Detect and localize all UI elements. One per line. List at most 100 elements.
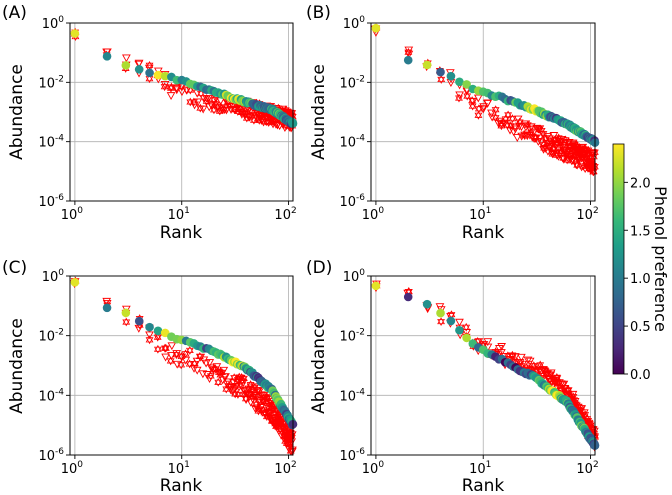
panel-c-observed-series <box>70 277 298 430</box>
y-tick-label: 10-4 <box>339 134 365 151</box>
y-tick-label: 100 <box>343 15 366 32</box>
model-point <box>275 411 284 420</box>
model-point <box>559 380 569 389</box>
model-point <box>585 419 594 428</box>
model-point <box>522 132 532 141</box>
model-point <box>516 353 526 362</box>
model-point <box>517 123 526 132</box>
observed-point <box>153 70 163 80</box>
model-point <box>190 101 199 110</box>
y-tick-label: 100 <box>42 268 65 285</box>
model-point <box>583 150 593 159</box>
panel-a-ylabel: Abundance <box>7 64 27 160</box>
model-point <box>185 359 194 369</box>
y-tick-label: 10-6 <box>38 447 64 464</box>
model-point <box>122 317 131 327</box>
model-point <box>483 338 493 347</box>
model-point <box>161 343 170 353</box>
model-point <box>508 114 517 124</box>
x-tick-label: 102 <box>576 460 598 477</box>
model-point <box>505 126 515 135</box>
model-point <box>265 410 275 419</box>
y-tick-label: 10-2 <box>339 74 365 91</box>
y-tick-label: 10-6 <box>339 193 365 210</box>
model-point <box>205 359 215 367</box>
model-point <box>515 117 524 127</box>
y-tick-label: 100 <box>343 268 366 285</box>
colorbar-gradient <box>612 143 625 375</box>
y-tick-label: 10-6 <box>38 193 64 210</box>
model-point <box>226 386 236 395</box>
model-point <box>510 123 520 132</box>
observed-point <box>153 326 163 336</box>
model-point <box>181 349 190 359</box>
model-point <box>161 353 170 362</box>
model-point <box>221 373 230 382</box>
colorbar-tick-label: 2.0 <box>630 176 651 191</box>
observed-point <box>446 316 456 326</box>
colorbar-tick-label: 1.0 <box>630 272 651 287</box>
y-tick-label: 100 <box>42 15 65 32</box>
model-point <box>479 103 488 112</box>
observed-point <box>403 55 413 65</box>
observed-point <box>455 325 464 335</box>
observed-point <box>422 299 432 309</box>
y-tick-label: 10-2 <box>339 328 365 345</box>
model-point <box>222 106 231 115</box>
panel-c-frame <box>69 275 294 456</box>
observed-point <box>436 67 445 77</box>
observed-point <box>134 65 144 74</box>
observed-point <box>121 61 131 70</box>
model-point <box>167 342 177 351</box>
model-point <box>483 99 493 108</box>
model-point <box>251 394 261 402</box>
model-point <box>435 303 445 312</box>
y-tick-label: 10-4 <box>38 387 64 404</box>
model-point <box>525 357 535 366</box>
model-point <box>577 405 587 414</box>
observed-point <box>102 303 112 313</box>
model-point <box>462 328 472 337</box>
observed-point <box>145 68 154 78</box>
model-point <box>564 385 573 395</box>
x-tick-label: 101 <box>168 206 190 223</box>
observed-point <box>371 23 381 33</box>
model-point <box>166 92 176 101</box>
panel-c: (C) Rank Abundance 100 101 102 10-6 10-4 10-2… <box>2 258 298 495</box>
panel-b-xlabel: Rank <box>462 223 505 243</box>
model-point <box>552 375 562 384</box>
colorbar: 0.0 0.5 1.0 1.5 2.0 Phenol preference <box>612 143 670 383</box>
model-point <box>474 110 483 120</box>
model-point <box>102 299 112 308</box>
observed-point <box>462 333 471 343</box>
x-tick-label: 100 <box>362 206 385 223</box>
y-tick-label: 10-4 <box>339 387 365 404</box>
model-point <box>134 60 144 69</box>
panel-d-xlabel: Rank <box>462 476 505 495</box>
model-point <box>153 344 162 354</box>
model-point <box>172 84 181 93</box>
model-point <box>478 105 488 114</box>
panel-c-ylabel: Abundance <box>7 318 27 414</box>
observed-point <box>134 316 144 326</box>
panel-d: (D) Rank Abundance 100 101 102 10-6 10-4 10-2… <box>306 258 600 495</box>
model-point <box>122 54 131 63</box>
panel-a-ticks: 100 101 102 10-6 10-4 10-2 100 <box>38 15 296 223</box>
y-tick-label: 10-2 <box>38 74 64 91</box>
model-point <box>487 109 496 118</box>
model-point <box>239 374 248 383</box>
model-point <box>204 95 213 103</box>
model-point <box>523 356 533 365</box>
panel-d-label: (D) <box>306 258 332 278</box>
model-point <box>535 125 545 134</box>
model-point <box>214 377 223 387</box>
panel-a-xlabel: Rank <box>160 223 203 243</box>
model-point <box>455 318 464 327</box>
model-point <box>543 133 552 141</box>
model-point <box>545 369 554 379</box>
model-point <box>508 350 517 360</box>
model-point <box>144 64 154 73</box>
model-point <box>511 353 520 361</box>
model-point <box>102 297 112 306</box>
panel-a: (A) Rank Abundance 100 101 102 10-6 10-4 10-2… <box>2 3 298 243</box>
